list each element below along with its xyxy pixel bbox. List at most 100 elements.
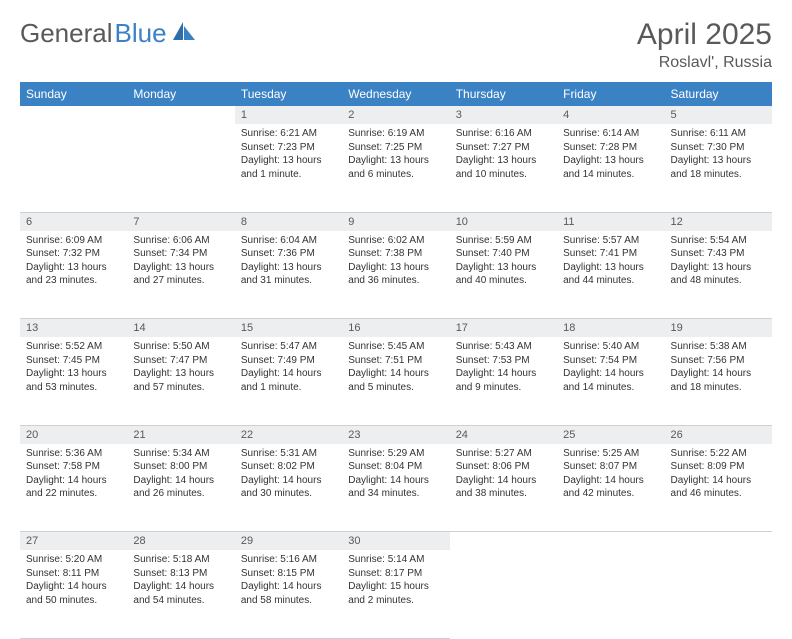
col-monday: Monday (127, 82, 234, 106)
daylight-text: Daylight: 13 hours (241, 154, 336, 168)
day-body-cell: Sunrise: 6:04 AMSunset: 7:36 PMDaylight:… (235, 231, 342, 319)
sunrise-text: Sunrise: 5:40 AM (563, 340, 658, 354)
daylight-text: Daylight: 14 hours (456, 367, 551, 381)
day-body-cell: Sunrise: 6:16 AMSunset: 7:27 PMDaylight:… (450, 124, 557, 212)
day-number-cell: 16 (342, 319, 449, 338)
sunset-text: Sunset: 7:27 PM (456, 141, 551, 155)
day-body-cell (665, 550, 772, 638)
daylight-text: Daylight: 13 hours (563, 261, 658, 275)
sunset-text: Sunset: 7:38 PM (348, 247, 443, 261)
day-number-cell: 17 (450, 319, 557, 338)
sunrise-text: Sunrise: 5:52 AM (26, 340, 121, 354)
daylight-text: and 23 minutes. (26, 274, 121, 288)
sunset-text: Sunset: 7:23 PM (241, 141, 336, 155)
day-body-cell: Sunrise: 6:19 AMSunset: 7:25 PMDaylight:… (342, 124, 449, 212)
day-body-cell: Sunrise: 6:14 AMSunset: 7:28 PMDaylight:… (557, 124, 664, 212)
day-number-cell (20, 106, 127, 124)
sunrise-text: Sunrise: 6:06 AM (133, 234, 228, 248)
daylight-text: and 42 minutes. (563, 487, 658, 501)
daynum-row: 27282930 (20, 532, 772, 551)
day-number-cell: 28 (127, 532, 234, 551)
daylight-text: and 18 minutes. (671, 381, 766, 395)
sunrise-text: Sunrise: 5:50 AM (133, 340, 228, 354)
sunset-text: Sunset: 7:40 PM (456, 247, 551, 261)
daylight-text: and 34 minutes. (348, 487, 443, 501)
calendar-body: 12345Sunrise: 6:21 AMSunset: 7:23 PMDayl… (20, 106, 772, 638)
sunset-text: Sunset: 7:41 PM (563, 247, 658, 261)
sunrise-text: Sunrise: 5:27 AM (456, 447, 551, 461)
daylight-text: Daylight: 15 hours (348, 580, 443, 594)
daylight-text: and 5 minutes. (348, 381, 443, 395)
day-number-cell: 13 (20, 319, 127, 338)
title-block: April 2025 Roslavl', Russia (637, 18, 772, 72)
logo-sail-icon (173, 20, 197, 47)
day-number-cell: 7 (127, 212, 234, 231)
sunset-text: Sunset: 8:13 PM (133, 567, 228, 581)
day-number-cell: 29 (235, 532, 342, 551)
day-body-cell: Sunrise: 6:02 AMSunset: 7:38 PMDaylight:… (342, 231, 449, 319)
daylight-text: and 46 minutes. (671, 487, 766, 501)
daylight-text: Daylight: 14 hours (671, 367, 766, 381)
sunset-text: Sunset: 8:00 PM (133, 460, 228, 474)
day-body-cell (127, 124, 234, 212)
sunset-text: Sunset: 8:02 PM (241, 460, 336, 474)
daylight-text: Daylight: 14 hours (26, 580, 121, 594)
sunset-text: Sunset: 8:11 PM (26, 567, 121, 581)
sunrise-text: Sunrise: 5:59 AM (456, 234, 551, 248)
col-saturday: Saturday (665, 82, 772, 106)
daylight-text: Daylight: 14 hours (671, 474, 766, 488)
day-body-cell: Sunrise: 5:47 AMSunset: 7:49 PMDaylight:… (235, 337, 342, 425)
daylight-text: Daylight: 13 hours (26, 367, 121, 381)
day-number-cell: 18 (557, 319, 664, 338)
day-body-cell: Sunrise: 5:43 AMSunset: 7:53 PMDaylight:… (450, 337, 557, 425)
day-body-cell: Sunrise: 5:29 AMSunset: 8:04 PMDaylight:… (342, 444, 449, 532)
sunrise-text: Sunrise: 5:36 AM (26, 447, 121, 461)
sunrise-text: Sunrise: 6:09 AM (26, 234, 121, 248)
daylight-text: and 14 minutes. (563, 381, 658, 395)
daynum-row: 13141516171819 (20, 319, 772, 338)
sunrise-text: Sunrise: 5:20 AM (26, 553, 121, 567)
day-number-cell: 15 (235, 319, 342, 338)
daylight-text: Daylight: 14 hours (133, 474, 228, 488)
daynum-row: 12345 (20, 106, 772, 124)
sunset-text: Sunset: 7:34 PM (133, 247, 228, 261)
daylight-text: and 50 minutes. (26, 594, 121, 608)
day-number-cell: 22 (235, 425, 342, 444)
day-body-cell: Sunrise: 5:31 AMSunset: 8:02 PMDaylight:… (235, 444, 342, 532)
sunrise-text: Sunrise: 6:04 AM (241, 234, 336, 248)
daylight-text: and 9 minutes. (456, 381, 551, 395)
col-friday: Friday (557, 82, 664, 106)
col-sunday: Sunday (20, 82, 127, 106)
day-number-cell: 26 (665, 425, 772, 444)
day-number-cell: 11 (557, 212, 664, 231)
daylight-text: and 6 minutes. (348, 168, 443, 182)
sunrise-text: Sunrise: 5:45 AM (348, 340, 443, 354)
day-number-cell: 19 (665, 319, 772, 338)
sunrise-text: Sunrise: 6:21 AM (241, 127, 336, 141)
day-body-cell: Sunrise: 6:09 AMSunset: 7:32 PMDaylight:… (20, 231, 127, 319)
daylight-text: and 54 minutes. (133, 594, 228, 608)
month-title: April 2025 (637, 18, 772, 52)
sunset-text: Sunset: 7:56 PM (671, 354, 766, 368)
location-text: Roslavl', Russia (637, 54, 772, 72)
sunrise-text: Sunrise: 6:19 AM (348, 127, 443, 141)
daybody-row: Sunrise: 5:36 AMSunset: 7:58 PMDaylight:… (20, 444, 772, 532)
sunset-text: Sunset: 8:15 PM (241, 567, 336, 581)
sunset-text: Sunset: 7:25 PM (348, 141, 443, 155)
daynum-row: 6789101112 (20, 212, 772, 231)
day-body-cell: Sunrise: 6:11 AMSunset: 7:30 PMDaylight:… (665, 124, 772, 212)
daylight-text: and 18 minutes. (671, 168, 766, 182)
sunrise-text: Sunrise: 5:16 AM (241, 553, 336, 567)
day-body-cell: Sunrise: 6:21 AMSunset: 7:23 PMDaylight:… (235, 124, 342, 212)
day-number-cell: 5 (665, 106, 772, 124)
daylight-text: Daylight: 13 hours (456, 154, 551, 168)
day-number-cell: 8 (235, 212, 342, 231)
daylight-text: Daylight: 14 hours (348, 474, 443, 488)
day-number-cell: 10 (450, 212, 557, 231)
daylight-text: and 58 minutes. (241, 594, 336, 608)
daylight-text: Daylight: 13 hours (26, 261, 121, 275)
daylight-text: and 22 minutes. (26, 487, 121, 501)
daylight-text: Daylight: 13 hours (133, 261, 228, 275)
sunrise-text: Sunrise: 5:25 AM (563, 447, 658, 461)
daynum-row: 20212223242526 (20, 425, 772, 444)
